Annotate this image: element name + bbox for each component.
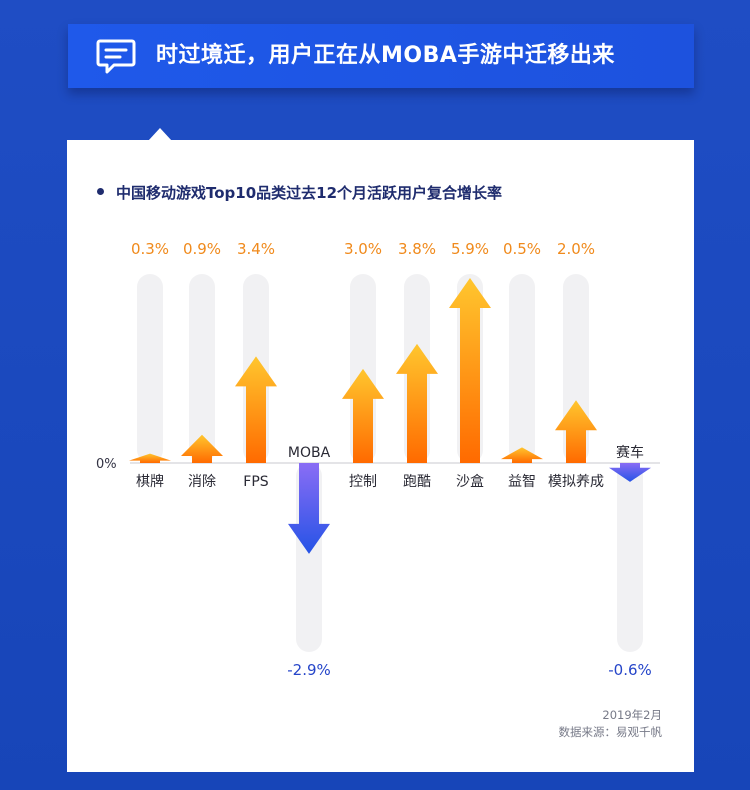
category-label-cat-3: MOBA xyxy=(288,445,331,461)
category-label-cat-1: 消除 xyxy=(188,474,216,490)
chart-title-text: 中国移动游戏Top10品类过去12个月活跃用户复合增长率 xyxy=(116,184,503,202)
bar-cat-2 xyxy=(235,356,277,463)
value-label-cat-9: -0.6% xyxy=(608,661,652,679)
track-cat-1 xyxy=(189,274,215,463)
bar-cat-9 xyxy=(609,463,651,482)
value-label-cat-7: 0.5% xyxy=(503,240,541,258)
track-cat-7 xyxy=(509,274,535,463)
footer-source: 数据来源：易观千帆 xyxy=(558,725,663,739)
bar-cat-5 xyxy=(396,343,438,463)
track-cat-9 xyxy=(617,463,643,652)
zero-label: 0% xyxy=(96,457,117,472)
category-label-cat-7: 益智 xyxy=(508,474,536,490)
value-label-cat-8: 2.0% xyxy=(557,240,595,258)
card-pointer xyxy=(148,128,172,141)
bar-cat-3 xyxy=(288,463,330,554)
value-label-cat-5: 3.8% xyxy=(398,240,436,258)
message-icon xyxy=(96,39,136,74)
value-label-cat-3: -2.9% xyxy=(287,661,331,679)
category-label-cat-0: 棋牌 xyxy=(136,473,164,490)
category-label-cat-6: 沙盒 xyxy=(456,473,484,490)
banner-title: 时过境迁，用户正在从MOBA手游中迁移出来 xyxy=(156,43,615,68)
bar-cat-7 xyxy=(501,447,543,463)
chart-title: 中国移动游戏Top10品类过去12个月活跃用户复合增长率 xyxy=(97,182,502,204)
bar-cat-6 xyxy=(449,278,491,463)
category-label-cat-8: 模拟养成 xyxy=(548,474,604,490)
bar-cat-1 xyxy=(181,434,223,463)
bullet-dot xyxy=(97,188,104,195)
footer-date: 2019年2月 xyxy=(602,708,662,722)
value-label-cat-6: 5.9% xyxy=(451,240,489,258)
bar-cat-4 xyxy=(342,368,384,463)
category-label-cat-4: 控制 xyxy=(349,474,377,490)
chart-card xyxy=(67,140,694,772)
bar-cat-0 xyxy=(129,453,171,463)
category-label-cat-9: 赛车 xyxy=(616,444,644,461)
bar-cat-8 xyxy=(555,400,597,463)
value-label-cat-1: 0.9% xyxy=(183,240,221,258)
value-label-cat-2: 3.4% xyxy=(237,240,275,258)
category-label-cat-5: 跑酷 xyxy=(403,474,431,490)
value-label-cat-4: 3.0% xyxy=(344,240,382,258)
header-banner: 时过境迁，用户正在从MOBA手游中迁移出来 xyxy=(68,24,694,88)
value-label-cat-0: 0.3% xyxy=(131,240,169,258)
category-label-cat-2: FPS xyxy=(243,474,268,490)
track-cat-0 xyxy=(137,274,163,463)
